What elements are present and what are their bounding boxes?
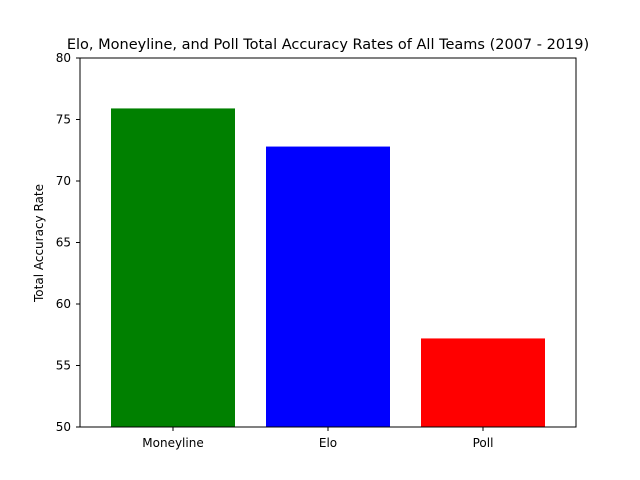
y-axis-ticks: 50 55 60 65 70 75 80 xyxy=(56,51,80,434)
bar-poll xyxy=(421,338,545,427)
y-tick-label: 70 xyxy=(56,174,71,188)
y-tick-label: 80 xyxy=(56,51,71,65)
y-tick-label: 50 xyxy=(56,420,71,434)
bar-moneyline xyxy=(111,108,235,428)
y-tick-label: 75 xyxy=(56,113,71,127)
y-tick-label: 65 xyxy=(56,236,71,250)
x-tick-label: Poll xyxy=(473,436,494,450)
x-tick-label: Elo xyxy=(319,436,337,450)
y-tick-label: 60 xyxy=(56,297,71,311)
y-axis-label: Total Accuracy Rate xyxy=(32,184,46,303)
chart-title: Elo, Moneyline, and Poll Total Accuracy … xyxy=(67,37,589,53)
plot-frame xyxy=(79,57,577,428)
bar-elo xyxy=(266,146,390,427)
x-tick-label: Moneyline xyxy=(142,436,203,450)
y-tick-label: 55 xyxy=(56,359,71,373)
x-axis-ticks: Moneyline Elo Poll xyxy=(142,427,493,450)
bars-group xyxy=(111,108,545,428)
